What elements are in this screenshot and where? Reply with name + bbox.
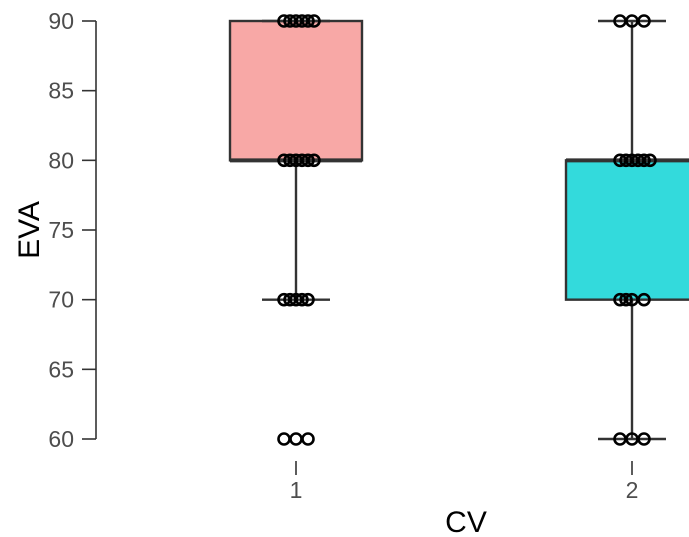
data-point xyxy=(637,14,651,28)
data-point xyxy=(301,14,315,28)
data-point xyxy=(619,292,633,307)
boxes xyxy=(228,14,689,446)
y-axis: 60 65 70 75 80 85 90 xyxy=(48,8,97,452)
y-tick-label: 80 xyxy=(48,147,74,173)
y-tick-label: 65 xyxy=(48,356,74,382)
data-point xyxy=(643,153,657,168)
box xyxy=(228,19,364,162)
data-point xyxy=(301,432,315,446)
x-axis-title: CV xyxy=(445,506,487,537)
box xyxy=(564,159,689,301)
data-point xyxy=(637,153,651,168)
data-point xyxy=(637,292,651,307)
y-axis-title: EVA xyxy=(13,201,46,259)
data-point xyxy=(289,432,303,446)
x-tick-label: 1 xyxy=(290,477,303,503)
y-tick-label: 90 xyxy=(48,8,74,34)
box-group-1 xyxy=(228,14,364,446)
x-tick-label: 2 xyxy=(626,477,639,503)
data-point xyxy=(301,292,315,307)
data-point xyxy=(307,153,321,168)
box-group-2 xyxy=(564,14,689,446)
data-point xyxy=(277,432,291,446)
y-tick-label: 60 xyxy=(48,426,74,452)
data-point xyxy=(637,432,651,446)
y-tick-label: 75 xyxy=(48,217,74,243)
y-tick-label: 85 xyxy=(48,78,74,104)
data-point xyxy=(295,292,309,307)
y-tick-label: 70 xyxy=(48,287,74,313)
data-point xyxy=(301,153,315,168)
data-point xyxy=(307,14,321,28)
